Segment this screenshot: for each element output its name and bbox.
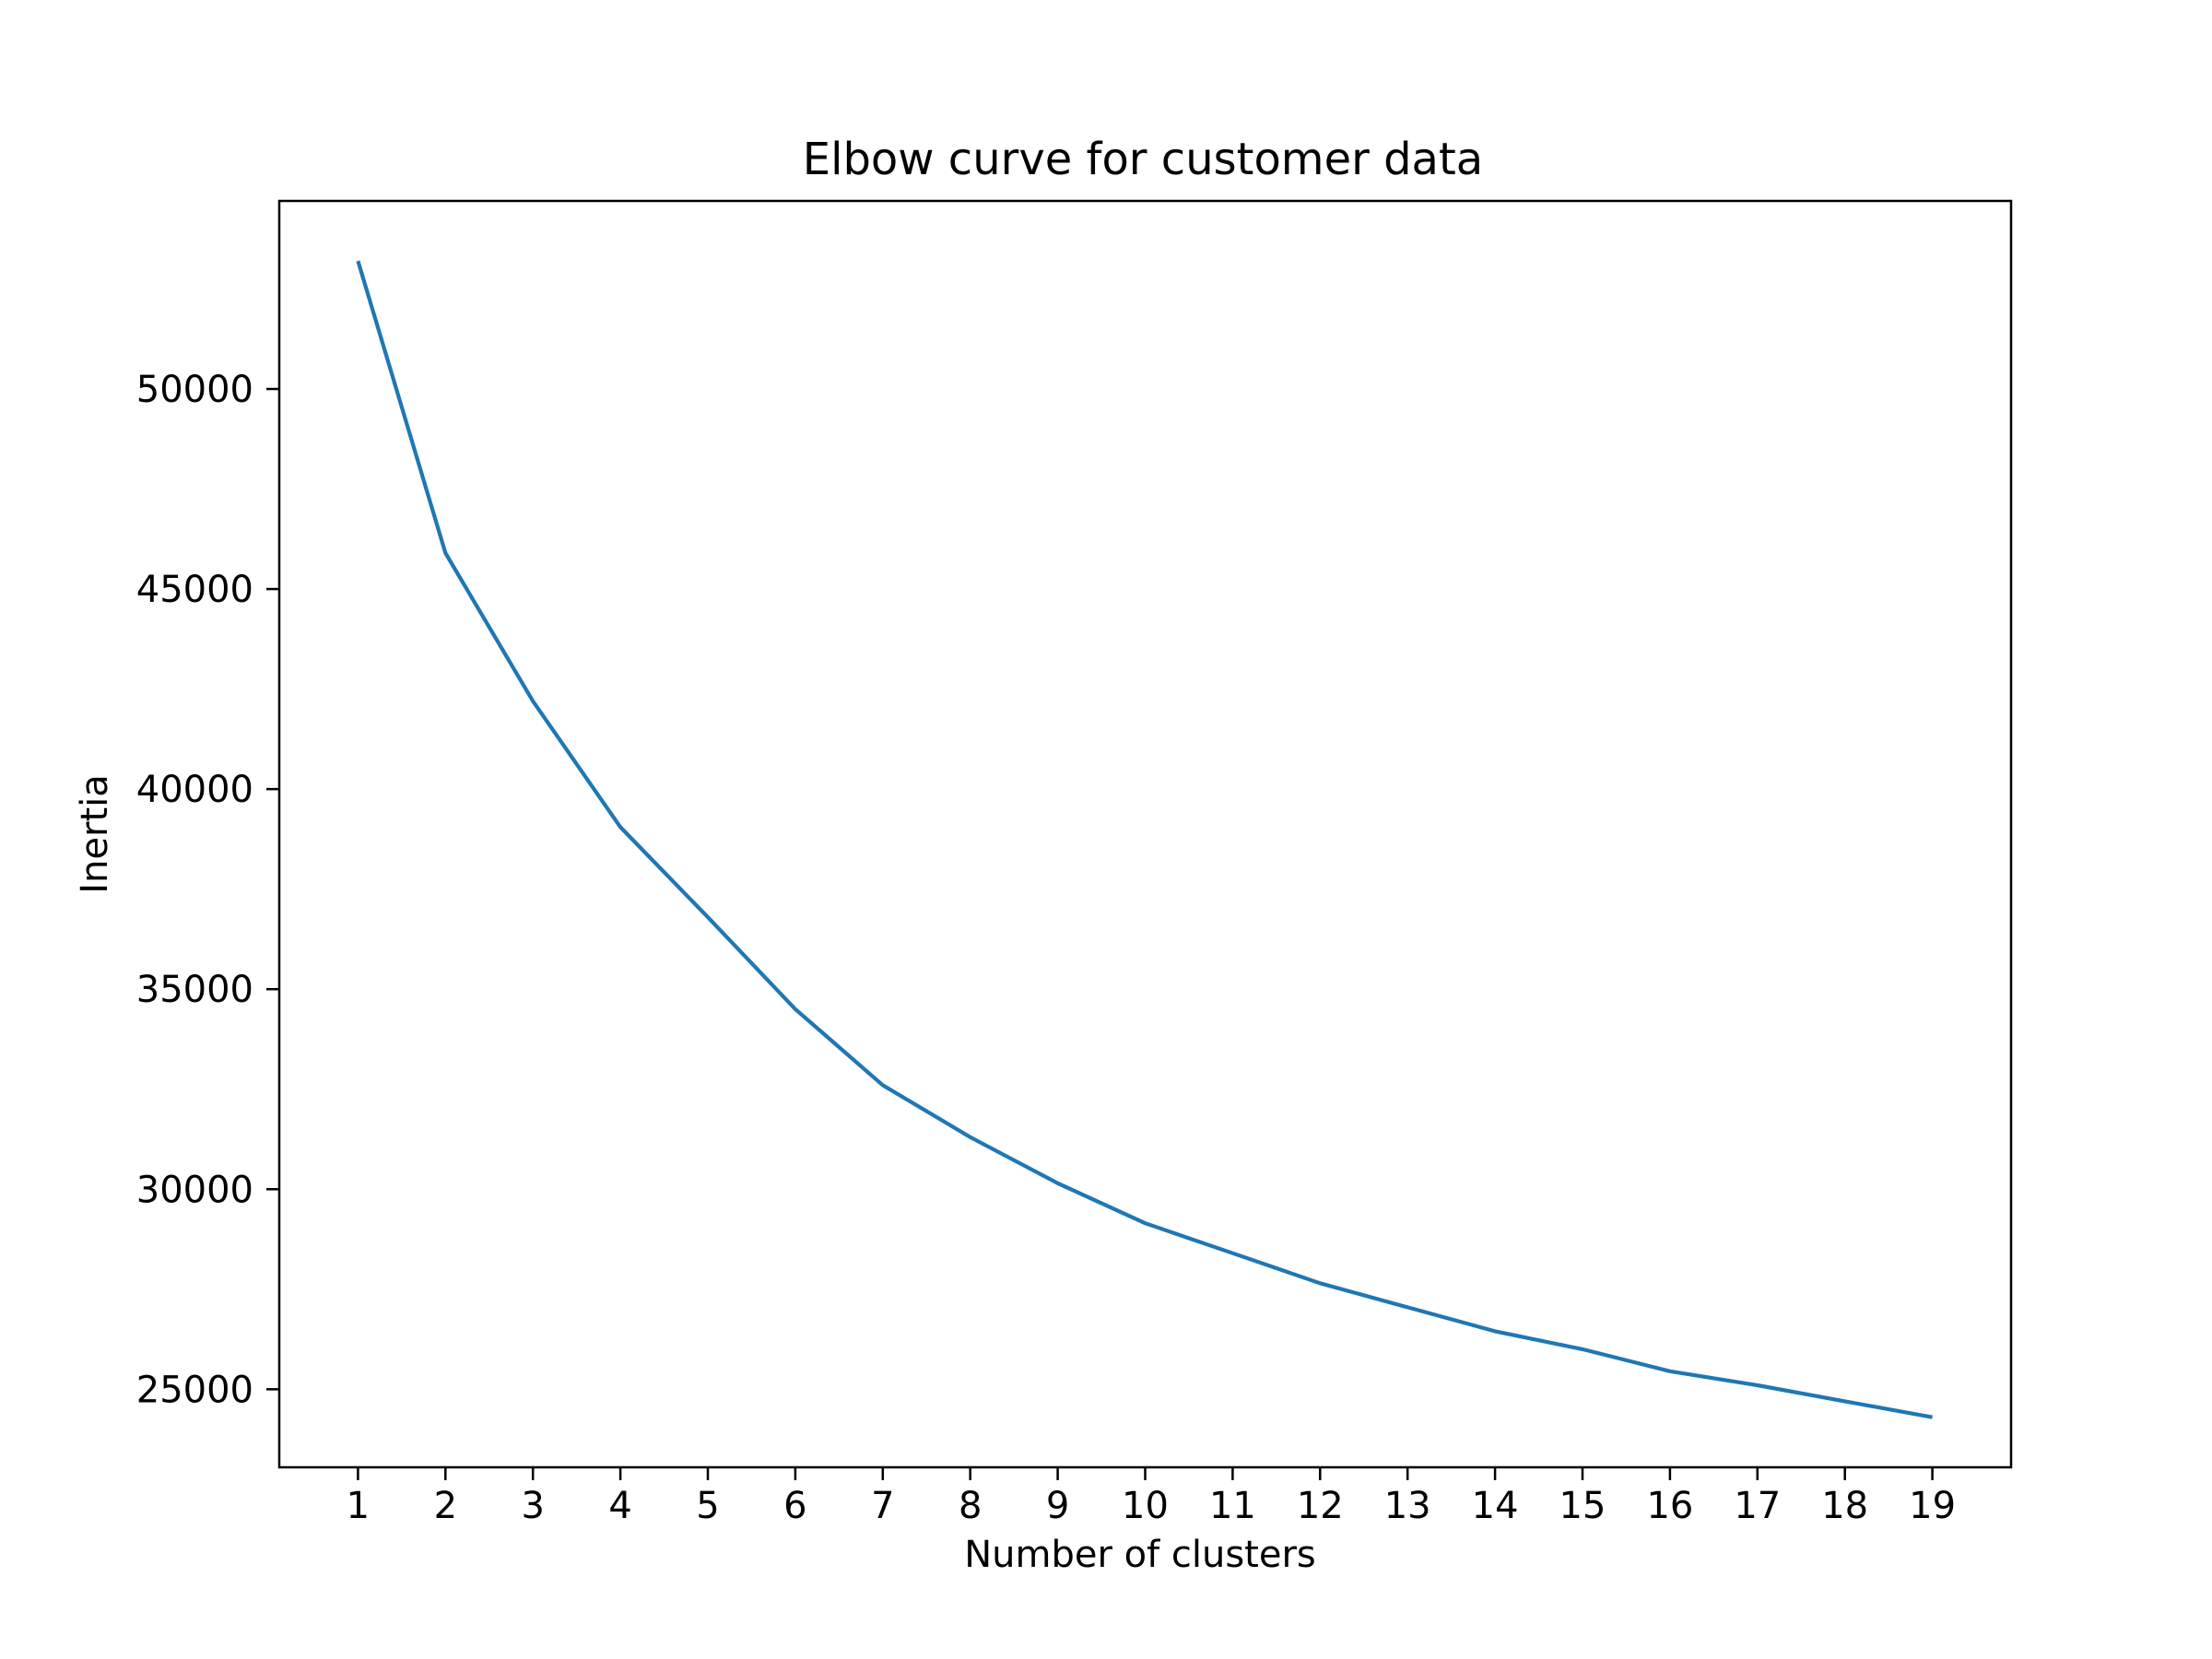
x-tick-label: 13 — [1384, 1485, 1431, 1527]
y-tick-label: 50000 — [136, 369, 253, 411]
y-axis: 25000 30000 35000 40000 45000 50000 — [136, 369, 279, 1411]
x-tick-label: 15 — [1559, 1485, 1606, 1527]
x-tick-label: 6 — [783, 1485, 806, 1527]
x-tick-label: 12 — [1297, 1485, 1344, 1527]
x-tick-label: 16 — [1646, 1485, 1693, 1527]
y-tick-label: 45000 — [136, 569, 253, 611]
x-tick-label: 14 — [1472, 1485, 1519, 1527]
y-tick-label: 25000 — [136, 1369, 253, 1411]
chart-title: Elbow curve for customer data — [803, 134, 1483, 185]
x-tick-label: 1 — [347, 1485, 370, 1527]
x-tick-label: 3 — [521, 1485, 544, 1527]
y-axis-label: Inertia — [74, 774, 116, 894]
x-tick-label: 11 — [1209, 1485, 1256, 1527]
y-tick-label: 30000 — [136, 1169, 253, 1211]
x-tick-label: 19 — [1909, 1485, 1956, 1527]
series-line — [356, 260, 1933, 1419]
x-tick-label: 9 — [1046, 1485, 1069, 1527]
x-tick-label: 5 — [696, 1485, 719, 1527]
x-tick-label: 2 — [434, 1485, 457, 1527]
x-tick-label: 4 — [608, 1485, 631, 1527]
x-tick-label: 18 — [1821, 1485, 1868, 1527]
x-tick-label: 10 — [1122, 1485, 1169, 1527]
y-tick-label: 35000 — [136, 969, 253, 1011]
y-tick-label: 40000 — [136, 769, 253, 811]
x-tick-label: 17 — [1734, 1485, 1781, 1527]
x-tick-label: 8 — [959, 1485, 982, 1527]
x-axis: 1 2 3 4 5 6 7 8 9 10 11 12 13 14 15 16 17 18 19 — [347, 1467, 1956, 1527]
x-tick-label: 7 — [871, 1485, 894, 1527]
plot-area — [356, 260, 1933, 1419]
x-axis-label: Number of clusters — [964, 1534, 1316, 1576]
